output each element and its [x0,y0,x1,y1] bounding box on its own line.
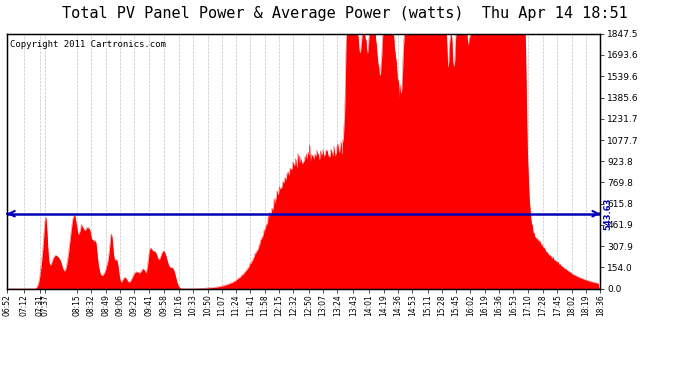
Text: 543.63: 543.63 [603,198,612,230]
Text: Total PV Panel Power & Average Power (watts)  Thu Apr 14 18:51: Total PV Panel Power & Average Power (wa… [62,6,628,21]
Text: Copyright 2011 Cartronics.com: Copyright 2011 Cartronics.com [10,40,166,49]
Text: 543.63: 543.63 [0,198,3,230]
